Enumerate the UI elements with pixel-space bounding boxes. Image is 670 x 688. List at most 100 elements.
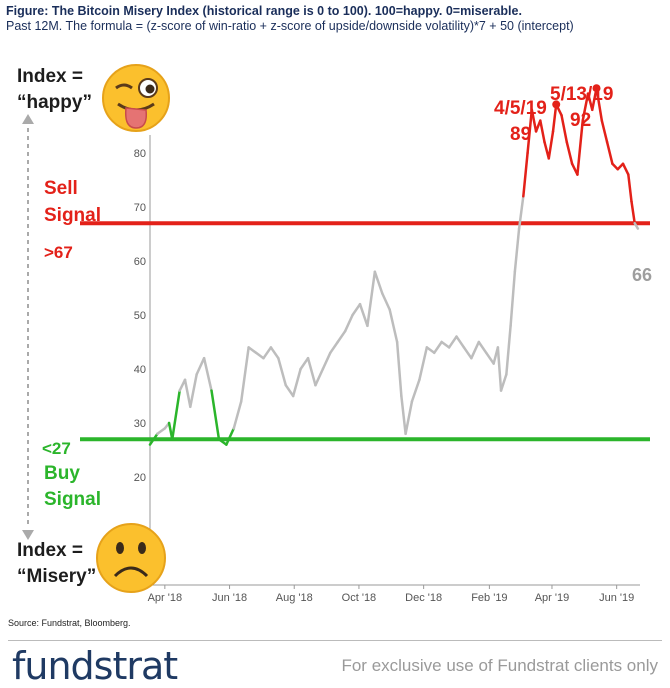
index-line-segment [505, 324, 512, 376]
index-line-segment [321, 351, 332, 371]
winking-tongue-emoji-icon [102, 64, 170, 132]
index-line-segment [366, 270, 377, 328]
index-line-segment [432, 340, 443, 355]
index-line-segment [611, 162, 619, 171]
index-line-segment [517, 194, 525, 230]
index-line-segment [462, 346, 473, 360]
index-line-segment [343, 313, 354, 333]
index-line-segment [547, 130, 555, 160]
index-line-segment [202, 356, 213, 392]
index-line-segment [247, 346, 258, 355]
index-line-segment [605, 140, 614, 166]
buy-label-line2: Signal [44, 489, 101, 510]
happy-label-line1: Index = [17, 66, 83, 87]
title-line-1: Figure: The Bitcoin Misery Index (histor… [6, 4, 522, 18]
index-line-segment [329, 340, 339, 355]
buy-label-line1: Buy [44, 463, 80, 484]
index-line-segment [381, 292, 391, 311]
index-line-segment [254, 351, 265, 360]
index-line-segment [269, 346, 280, 360]
index-line-segment [565, 140, 574, 166]
index-line-segment [291, 367, 302, 398]
x-tick-label: Jun '18 [212, 592, 247, 604]
index-line-segment [388, 308, 399, 344]
buy-threshold-label: <27 [42, 439, 71, 458]
happy-label-line2: “happy” [17, 92, 92, 113]
misery-label-line1: Index = [17, 540, 83, 561]
y-tick-label: 60 [134, 256, 146, 268]
index-line-segment [373, 270, 384, 295]
index-line-segment [630, 200, 636, 225]
index-line-segment [496, 346, 503, 392]
sell-label-line2: Signal [44, 205, 101, 226]
index-line-segment [232, 400, 243, 430]
index-line-segment [358, 302, 369, 328]
index-line-segment [477, 340, 488, 355]
index-line-segment [621, 162, 630, 176]
sell-threshold-label: >67 [44, 243, 73, 262]
y-tick-label: 80 [134, 148, 146, 160]
index-line-segment [560, 113, 569, 144]
footer-divider [8, 640, 662, 641]
index-line-segment [470, 340, 481, 360]
scale-arrow-down [22, 530, 34, 540]
index-line-segment [425, 346, 436, 355]
peak-marker [552, 100, 561, 109]
index-line-segment [526, 108, 534, 155]
peak2-date-annotation: 5/13/19 [550, 84, 613, 105]
x-tick-label: Jun '19 [599, 592, 634, 604]
y-tick-label: 30 [134, 418, 146, 430]
fundstrat-logo: fundstrat [12, 644, 178, 688]
index-line-segment [513, 227, 521, 274]
misery-label-line2: “Misery” [17, 566, 96, 587]
index-line-segment [484, 351, 495, 365]
index-line-segment [195, 356, 206, 376]
scale-arrow-up [22, 114, 34, 124]
index-line-segment [633, 221, 640, 230]
x-tick-label: Feb '19 [471, 592, 507, 604]
x-tick-label: Oct '18 [342, 592, 377, 604]
y-tick-label: 20 [134, 472, 146, 484]
index-line-segment [522, 151, 529, 198]
index-line-segment [530, 108, 538, 133]
index-line-segment [156, 427, 167, 436]
index-line-segment [576, 119, 584, 176]
index-line-segment [600, 119, 609, 144]
peak-marker [592, 84, 601, 93]
index-line-segment [210, 389, 221, 441]
index-line-segment [400, 394, 407, 436]
index-line-segment [418, 346, 429, 382]
index-line-segment [440, 340, 451, 349]
index-line-segment [277, 356, 288, 387]
figure-title: Figure: The Bitcoin Misery Index (histor… [6, 4, 656, 34]
index-series [148, 84, 640, 446]
y-tick-label: 50 [134, 310, 146, 322]
index-line-segment [239, 346, 250, 403]
index-line-segment [284, 383, 295, 398]
index-line-segment [314, 367, 325, 387]
index-line-segment [217, 437, 228, 446]
index-line-segment [351, 302, 362, 317]
index-line-segment [183, 378, 192, 409]
index-line-segment [539, 119, 546, 144]
x-tick-label: Apr '18 [148, 592, 183, 604]
y-tick-label: 40 [134, 364, 146, 376]
index-line-segment [627, 173, 633, 203]
x-tick-label: Apr '19 [535, 592, 570, 604]
y-tick-labels: 102030405060708090 [134, 94, 146, 538]
index-line-segment [189, 373, 198, 409]
index-line-segment [447, 335, 458, 349]
peak1-value-annotation: 89 [510, 124, 531, 145]
last-value-annotation: 66 [632, 265, 652, 285]
index-line-segment [455, 335, 466, 349]
frowning-face-emoji-icon [96, 523, 166, 593]
sell-label-line1: Sell [44, 178, 78, 199]
index-line-segment [551, 103, 558, 133]
x-tick-labels: Apr '18 Jun '18 Aug '18 Oct '18 Dec '18 Feb '… [148, 585, 634, 604]
index-line-segment [336, 329, 347, 344]
title-line-2: Past 12M. The formula = (z-score of win-… [6, 19, 574, 33]
index-line-segment [404, 400, 414, 436]
index-line-segment [595, 86, 604, 122]
index-line-segment [509, 270, 517, 328]
